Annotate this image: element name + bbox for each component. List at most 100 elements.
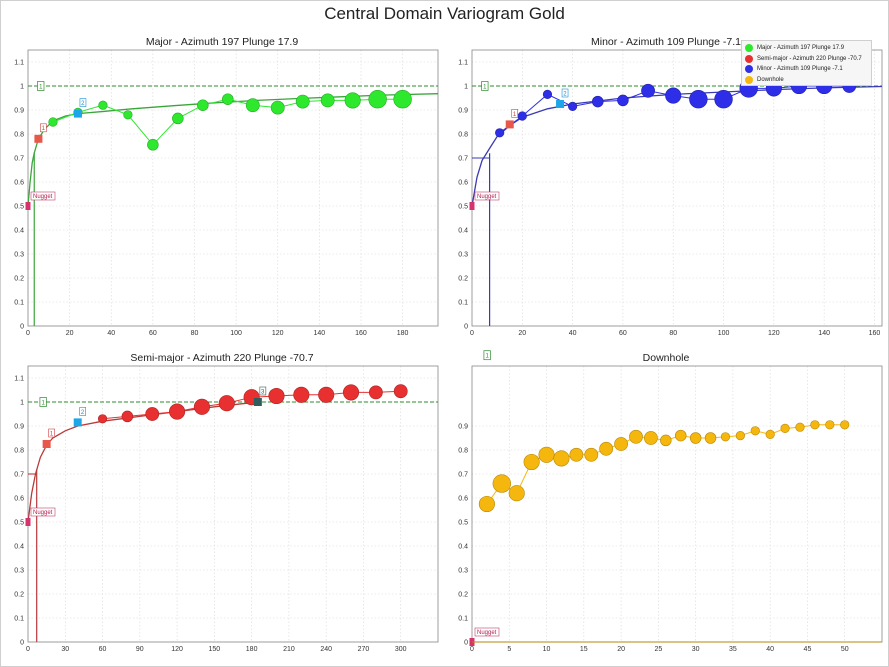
major-plot-frame — [27, 49, 439, 327]
legend[interactable]: Major - Azimuth 197 Plunge 17.9 Semi-maj… — [741, 40, 872, 86]
semimajor-data-point — [169, 403, 186, 420]
legend-label-downhole: Downhole — [757, 76, 784, 83]
downhole-x-tick-label: 45 — [804, 646, 812, 653]
downhole-sill-flag-box — [483, 350, 491, 361]
major-x-tick-label: 180 — [397, 330, 409, 337]
semimajor-nugget-flag-box — [30, 507, 56, 517]
minor-sill-flag-box — [481, 81, 489, 91]
semimajor-sill-flag: 1 — [39, 397, 47, 407]
semimajor-x-tick-label: 270 — [358, 646, 370, 653]
minor-structure-2-flag: 2 — [561, 88, 569, 98]
downhole-chart[interactable]: 0 5 10 15 20 25 30 35 40 45 50 0 0.1 0.2 0.3 0.4 0.5 0.6 0… — [444, 350, 888, 662]
downhole-nugget-flag-box — [474, 627, 500, 637]
semimajor-y-tick-label: 0.6 — [14, 496, 24, 503]
major-structure-2-flag: 2 — [79, 98, 87, 107]
downhole-data-point — [840, 420, 850, 430]
major-y-tick-label: 0.1 — [14, 300, 24, 307]
minor-structure-2-marker — [556, 100, 565, 108]
semimajor-structure-2-flag-label: 2 — [81, 410, 85, 416]
major-y-tick-label: 0.6 — [14, 180, 24, 187]
semimajor-data-point — [97, 414, 108, 424]
minor-y-tick-label: 0.7 — [458, 156, 468, 163]
major-y-tick-label: 0.4 — [14, 228, 24, 235]
downhole-data-point — [569, 447, 584, 462]
semimajor-data-point — [268, 387, 285, 405]
downhole-nugget-flag-label: Nugget — [477, 630, 497, 636]
major-data-point — [344, 92, 361, 109]
downhole-x-tick-label: 20 — [617, 646, 625, 653]
legend-marker-semimajor — [745, 54, 753, 63]
downhole-x-tick-label: 35 — [729, 646, 737, 653]
major-nugget-flag: Nugget — [30, 191, 56, 201]
semimajor-data-point — [318, 386, 335, 403]
downhole-nugget-flag: Nugget — [474, 627, 500, 637]
legend-item-semimajor[interactable]: Semi-major - Azimuth 220 Plunge -70.7 — [745, 54, 868, 65]
minor-structure-1-marker — [505, 120, 514, 129]
downhole-x-tick-label: 5 — [507, 646, 511, 653]
semimajor-chart[interactable]: 0 30 60 90 120 150 180 210 240 270 300 0 0.1 0.2 0.3 0.… — [0, 352, 444, 662]
semimajor-x-tick-label: 60 — [99, 646, 107, 653]
minor-structure-2-flag-box — [561, 88, 569, 98]
major-y-tick-label: 1 — [20, 84, 24, 91]
minor-sill-flag-label: 1 — [483, 84, 487, 90]
major-structure-1-flag: 1 — [40, 123, 47, 132]
downhole-data-point — [825, 420, 835, 430]
major-y-tick-label: 0.2 — [14, 276, 24, 283]
major-data-point — [172, 112, 184, 125]
downhole-data-point — [689, 432, 702, 444]
downhole-y-tick-label: 0.3 — [458, 568, 468, 575]
semimajor-structure-3-flag-box — [259, 386, 267, 396]
minor-panel-title: Minor - Azimuth 109 Plunge -7.1 — [591, 36, 741, 48]
minor-x-tick-label: 120 — [768, 330, 780, 337]
downhole-data-point — [674, 429, 687, 442]
semimajor-x-tick-label: 30 — [61, 646, 69, 653]
downhole-data-point — [614, 437, 628, 451]
semimajor-panel: Semi-major - Azimuth 220 Plunge -70.7 0 3… — [0, 352, 444, 662]
semimajor-x-tick-label: 210 — [283, 646, 295, 653]
downhole-y-tick-label: 0.1 — [458, 616, 468, 623]
semimajor-structure-2-marker — [73, 418, 82, 427]
downhole-panel-title: Downhole — [642, 352, 690, 364]
major-data-point — [245, 98, 260, 113]
legend-item-major[interactable]: Major - Azimuth 197 Plunge 17.9 — [745, 43, 868, 54]
minor-nugget-flag: Nugget — [474, 191, 500, 201]
downhole-y-tick-label: 0.7 — [458, 472, 468, 479]
major-structure-1-flag-label: 1 — [42, 126, 46, 132]
downhole-y-tick-label: 0.4 — [458, 544, 468, 551]
major-x-tick-label: 0 — [26, 330, 30, 337]
legend-marker-major — [745, 44, 753, 53]
major-data-point — [147, 139, 159, 151]
major-x-tick-label: 80 — [191, 330, 199, 337]
major-data-point — [270, 100, 285, 115]
semimajor-y-tick-label: 0.1 — [14, 616, 24, 623]
semimajor-x-tick-label: 0 — [26, 646, 30, 653]
legend-item-downhole[interactable]: Downhole — [745, 75, 868, 86]
minor-structure-2-flag-label: 2 — [563, 91, 567, 97]
legend-item-minor[interactable]: Minor - Azimuth 109 Plunge -7.1 — [745, 64, 868, 75]
semimajor-y-tick-label: 0 — [20, 640, 24, 647]
semimajor-x-tick-label: 240 — [320, 646, 332, 653]
major-nugget-flag-label: Nugget — [33, 194, 53, 200]
semimajor-structure-1-flag-label: 1 — [50, 431, 54, 437]
minor-y-tick-label: 0.1 — [458, 300, 468, 307]
semimajor-structure-2-flag: 2 — [79, 407, 86, 416]
downhole-data-point — [523, 453, 540, 471]
semimajor-structure-1-flag: 1 — [48, 428, 55, 438]
downhole-x-tick-label: 0 — [470, 646, 474, 653]
semimajor-data-point — [293, 386, 310, 403]
major-structure-2-flag-label: 2 — [81, 101, 85, 107]
major-data-point — [48, 117, 58, 127]
downhole-data-point — [478, 495, 495, 513]
semimajor-x-tick-label: 90 — [136, 646, 144, 653]
semimajor-y-tick-label: 0.7 — [14, 472, 24, 479]
semimajor-structure-1-flag-box — [48, 428, 55, 438]
main-title: Central Domain Variogram Gold — [324, 4, 565, 23]
major-chart[interactable]: 0 20 40 60 80 100 120 140 160 180 0 0.1 0.2 0.3 0.4 0.5… — [0, 36, 444, 346]
minor-y-tick-label: 0 — [464, 324, 468, 331]
legend-label-minor: Minor - Azimuth 109 Plunge -7.1 — [757, 66, 843, 73]
downhole-data-point — [660, 434, 672, 447]
minor-x-tick-label: 160 — [869, 330, 881, 337]
downhole-data-point — [780, 423, 790, 433]
major-data-point — [197, 99, 209, 111]
